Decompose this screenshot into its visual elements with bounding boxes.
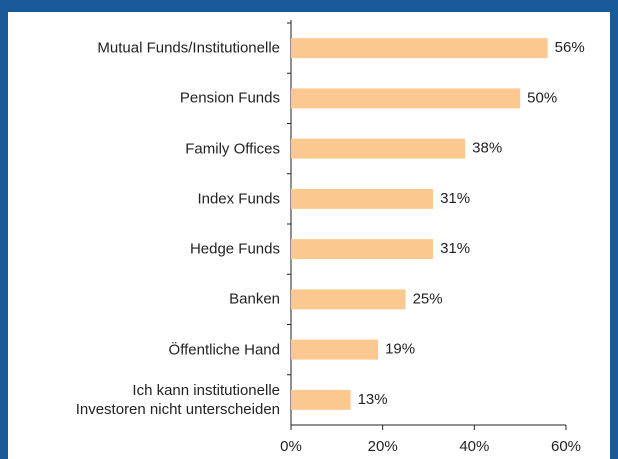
x-tick-label: 20% <box>368 438 398 455</box>
bar <box>291 239 434 260</box>
x-tick-label: 60% <box>551 438 581 455</box>
category-label: Family Offices <box>185 140 280 158</box>
value-label: 31% <box>440 190 470 207</box>
plot-background <box>8 12 610 459</box>
category-label: Ich kann institutionelle Investoren nich… <box>75 381 280 418</box>
bar <box>291 339 379 360</box>
category-label: Mutual Funds/Institutionelle <box>97 39 280 57</box>
category-label: Öffentliche Hand <box>168 341 280 359</box>
category-label: Banken <box>229 290 280 308</box>
bar <box>291 138 466 159</box>
value-label: 25% <box>413 290 443 307</box>
value-label: 19% <box>385 341 415 358</box>
category-label: Pension Funds <box>179 89 280 107</box>
x-tick-label: 0% <box>280 438 302 455</box>
bar <box>291 38 548 59</box>
value-label: 13% <box>358 391 388 408</box>
value-label: 56% <box>555 39 585 56</box>
bar <box>291 88 521 109</box>
category-label: Hedge Funds <box>189 240 280 258</box>
x-tick-label: 40% <box>459 438 489 455</box>
bar <box>291 188 434 209</box>
value-label: 38% <box>472 140 502 157</box>
value-label: 50% <box>527 89 557 106</box>
category-label: Index Funds <box>197 190 280 208</box>
bar <box>291 389 351 410</box>
value-label: 31% <box>440 240 470 257</box>
bar <box>291 289 406 310</box>
